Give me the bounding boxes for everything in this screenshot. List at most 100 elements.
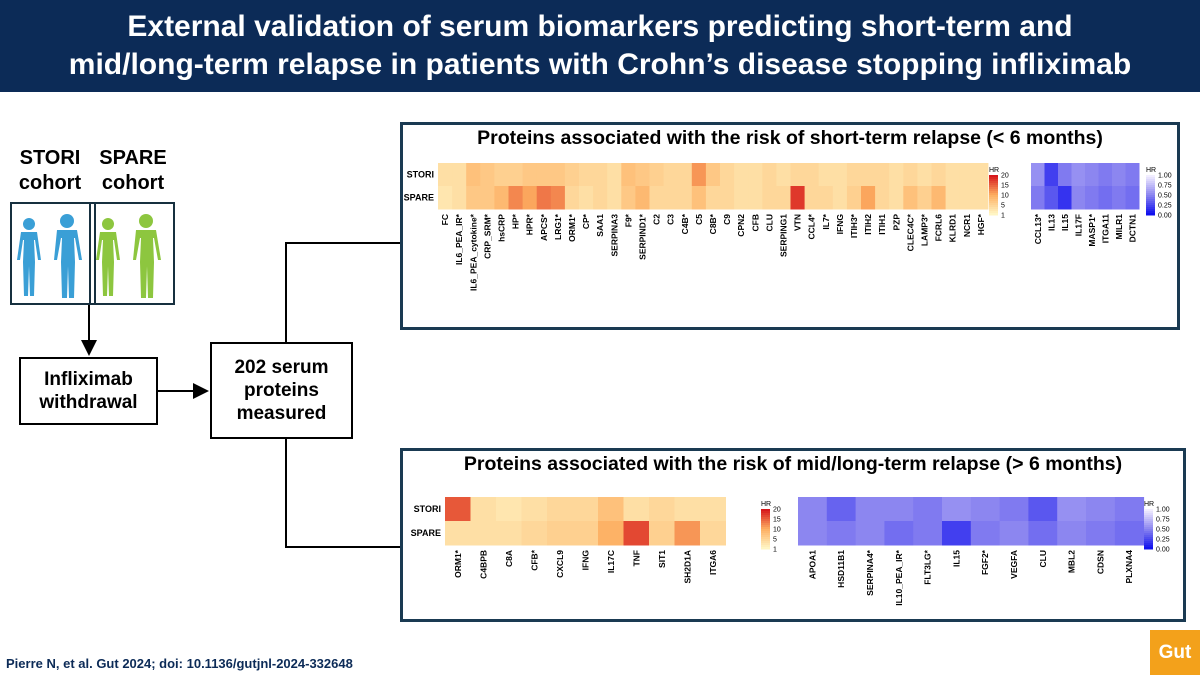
column-label: MILR1	[1114, 214, 1124, 240]
colorbar-swatch	[761, 511, 770, 514]
heatmap-cell	[598, 497, 624, 522]
connector-short-term	[285, 242, 400, 342]
heatmap-cell	[536, 186, 552, 210]
heatmap-cell	[790, 186, 806, 210]
heatmap-cell	[470, 521, 497, 546]
column-label: SIT1	[657, 550, 667, 568]
heatmap-2: STORI SPARE ORM1* C4BPB C8A CFB* CXCL9 IFNG IL17…	[411, 497, 726, 584]
column-label: VEGFA	[1009, 550, 1019, 579]
colorbar-swatch	[1144, 515, 1153, 518]
column-label: FCRL6	[934, 214, 944, 242]
heatmap-cell	[1044, 186, 1059, 210]
colorbar-swatch	[989, 185, 998, 188]
colorbar-swatch	[1144, 541, 1153, 544]
heatmap-cell	[564, 163, 580, 187]
colorbar-swatch	[1146, 213, 1155, 216]
column-label: IL15	[1060, 214, 1070, 231]
colorbar-swatch	[761, 531, 770, 534]
heatmap-cell	[818, 163, 834, 187]
heatmap-cell	[593, 163, 608, 187]
heatmap-cell	[913, 521, 943, 546]
heatmap-cell	[903, 186, 918, 210]
heatmap-cell	[522, 186, 538, 210]
heatmap-cell	[1114, 497, 1145, 522]
colorbar-swatch	[1146, 181, 1155, 184]
colorbar-swatch	[1144, 531, 1153, 534]
heatmap-cell	[931, 163, 947, 187]
column-label: IL15	[951, 550, 961, 567]
column-label: C3	[666, 214, 676, 225]
colorbar-swatch	[1144, 521, 1153, 524]
row-label-spare: SPARE	[404, 193, 434, 203]
heatmap-cell	[663, 163, 679, 187]
colorbar-title: HR	[761, 501, 771, 508]
colorbar-tick: 0.75	[1156, 517, 1170, 524]
colorbar-swatch	[761, 541, 770, 544]
column-label: HGF*	[976, 213, 986, 235]
heatmap-cell	[480, 163, 495, 187]
column-label: C9	[722, 214, 732, 225]
column-label: LAMP3*	[919, 213, 929, 246]
colorbar-tick: 1	[1001, 213, 1005, 220]
heatmap-cell	[521, 521, 548, 546]
colorbar-tick: 0.25	[1156, 537, 1170, 544]
colorbar-tick: 10	[1001, 193, 1009, 200]
heatmap-cell	[855, 497, 885, 522]
heatmap-cell	[621, 186, 636, 210]
column-label: CP*	[581, 213, 591, 229]
column-label: CLU	[1038, 550, 1048, 567]
heatmap-cell	[720, 163, 735, 187]
heatmap-cell	[776, 186, 791, 210]
colorbar-swatch	[761, 547, 770, 550]
colorbar-swatch	[1144, 509, 1153, 512]
row-label-stori: STORI	[414, 504, 441, 514]
withdrawal-line2: withdrawal	[39, 392, 138, 413]
heatmap-cell	[691, 163, 707, 187]
colorbar-swatch	[1146, 185, 1155, 188]
proteins-measured-box: 202 serum proteins measured	[210, 342, 353, 439]
column-label: SERPING1	[778, 214, 788, 257]
heatmap-cell	[494, 186, 509, 210]
colorbar-swatch	[1144, 533, 1153, 536]
heatmap-cell	[550, 163, 566, 187]
heatmap-cell	[579, 186, 594, 210]
column-label: IL7*	[821, 213, 831, 229]
column-label: CCL4*	[807, 213, 817, 239]
colorbar-swatch	[1146, 203, 1155, 206]
colorbar-swatch	[989, 193, 998, 196]
colorbar-1: HR1.00 0.75 0.50 0.25 0.00	[1146, 167, 1172, 220]
colorbar-swatch	[989, 181, 998, 184]
colorbar-swatch	[761, 517, 770, 520]
column-label: ITIH1	[877, 214, 887, 235]
colorbar-swatch	[1144, 527, 1153, 530]
heatmap-cell	[649, 163, 665, 187]
column-label: TNF	[631, 550, 641, 567]
heatmap-cell	[959, 186, 975, 210]
colorbar-tick: 1.00	[1158, 173, 1172, 180]
column-label: ITIH2	[863, 214, 873, 235]
heatmap-cell	[623, 521, 650, 546]
column-label: CFB*	[529, 549, 539, 570]
heatmap-cell	[913, 497, 943, 522]
heatmap-cell	[1112, 186, 1126, 210]
heatmap-cell	[748, 186, 763, 210]
column-label: DCTN1	[1127, 214, 1137, 243]
heatmap-cell	[734, 163, 749, 187]
heatmap-cell	[762, 186, 777, 210]
heatmap-cell	[438, 163, 453, 187]
measured-line3: measured	[236, 403, 327, 424]
heatmap-cell	[521, 497, 548, 522]
colorbar-title: HR	[1146, 167, 1156, 174]
column-label: ITGA11	[1100, 214, 1110, 244]
column-label: CPN2	[736, 214, 746, 237]
column-label: FGF2*	[980, 549, 990, 575]
heatmap-cell	[942, 521, 972, 546]
measured-line2: proteins	[244, 380, 319, 401]
heatmap-cell	[480, 186, 495, 210]
heatmap-cell	[999, 521, 1029, 546]
colorbar-swatch	[1144, 511, 1153, 514]
column-label: PZP	[891, 214, 901, 231]
colorbar-swatch	[1144, 523, 1153, 526]
colorbar-swatch	[761, 537, 770, 540]
spare-people-icon-box	[89, 202, 175, 305]
